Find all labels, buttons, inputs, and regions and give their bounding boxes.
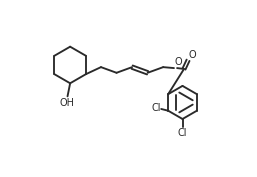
Text: O: O bbox=[175, 57, 182, 67]
Text: Cl: Cl bbox=[178, 128, 187, 138]
Text: O: O bbox=[188, 50, 196, 60]
Text: Cl: Cl bbox=[151, 103, 161, 113]
Text: OH: OH bbox=[59, 98, 74, 109]
